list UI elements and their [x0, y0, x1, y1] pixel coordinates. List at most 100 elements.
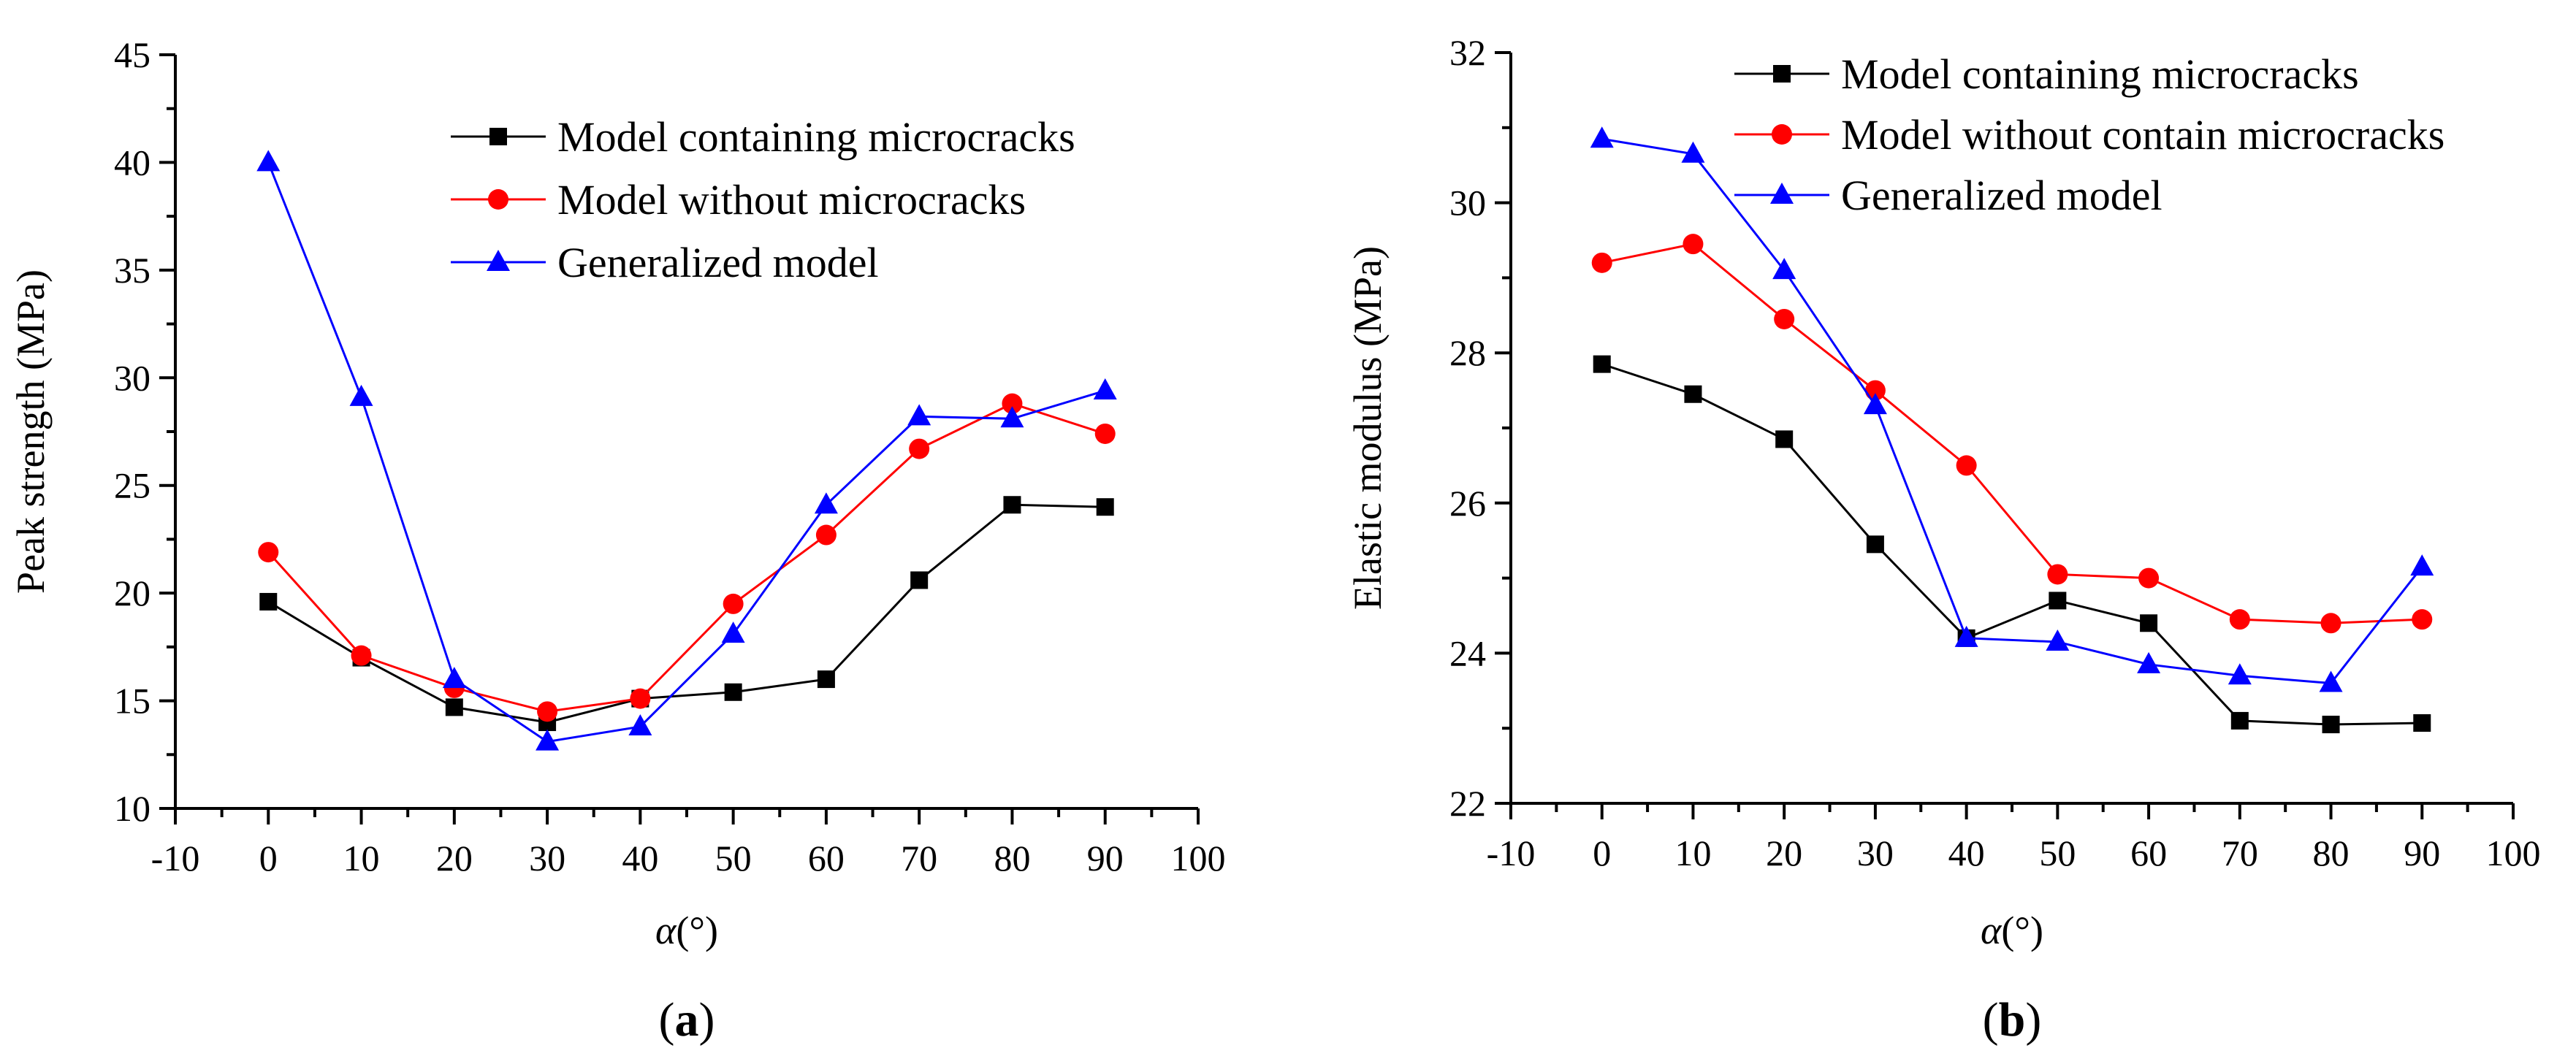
series-line: [267, 402, 1106, 713]
legend-label: Model without microcracks: [557, 176, 1026, 223]
x-tick-label: 0: [259, 838, 278, 879]
data-point: [1096, 498, 1114, 516]
y-tick-label: 24: [1449, 632, 1486, 673]
y-tick-label: 30: [1449, 183, 1486, 223]
data-point: [2047, 564, 2068, 585]
data-point: [1863, 393, 1887, 415]
data-point: [2320, 613, 2341, 634]
data-point: [1002, 393, 1023, 414]
x-axis-symbol: α: [655, 908, 677, 952]
data-point: [536, 729, 560, 751]
chart-panel-a: -10 0 10 20 30 40 50 60 70 80 90 100 10 15 20 25 30 35 40 4…: [9, 34, 1226, 1047]
x-tick-label: 60: [2130, 833, 2167, 873]
panel-label-letter: b: [1999, 993, 2026, 1047]
x-tick-label: 30: [529, 838, 565, 879]
legend-marker: [488, 189, 508, 210]
data-point: [349, 384, 373, 406]
x-tick-label: 10: [343, 838, 380, 879]
x-axis-title: α(°): [1981, 908, 2043, 952]
y-tick-label: 30: [114, 357, 150, 398]
data-point: [2230, 711, 2249, 730]
legend-entry: Model containing microcracks: [451, 113, 1075, 161]
x-tick-label: 40: [622, 838, 658, 879]
data-point: [442, 667, 466, 689]
data-point: [2322, 716, 2340, 734]
y-axis-title: Peak strength (MPa): [9, 269, 53, 594]
data-point: [2410, 554, 2434, 576]
legend-marker: [1770, 183, 1794, 204]
legend-label: Model without contain microcracks: [1841, 111, 2444, 158]
data-point: [628, 713, 652, 735]
x-tick-label: 60: [808, 838, 845, 879]
legend-marker: [489, 128, 507, 145]
data-point: [259, 592, 278, 611]
x-axis-unit: (°): [2001, 908, 2043, 952]
data-point: [2319, 670, 2343, 692]
data-point: [1000, 406, 1024, 428]
x-tick-label: -10: [151, 838, 200, 879]
panel-label: (b): [1983, 993, 2042, 1047]
x-tick-label: 10: [1674, 833, 1711, 873]
x-tick-label: 0: [1593, 833, 1611, 873]
legend-label: Model containing microcracks: [1841, 50, 2359, 98]
data-point: [1094, 423, 1116, 444]
data-point: [2137, 651, 2161, 673]
data-point: [909, 438, 930, 459]
data-point: [445, 698, 463, 716]
y-tick-label: 35: [114, 250, 150, 291]
x-tick-label: 80: [2313, 833, 2350, 873]
y-tick-label: 15: [114, 681, 150, 722]
y-tick-label: 26: [1449, 483, 1486, 524]
legend-entry: Generalized model: [1734, 172, 2162, 219]
data-point: [2228, 663, 2252, 685]
x-axis-title: α(°): [655, 908, 718, 952]
x-axis-unit: (°): [676, 908, 718, 952]
x-tick-label: 90: [1087, 838, 1124, 879]
x-tick-label: 40: [1948, 833, 1985, 873]
data-point: [258, 542, 279, 563]
x-tick-label: 70: [2222, 833, 2258, 873]
data-point: [2413, 714, 2431, 732]
x-tick-label: 30: [1857, 833, 1894, 873]
legend-label: Generalized model: [1841, 172, 2162, 219]
legend-entry: Model without contain microcracks: [1734, 111, 2444, 158]
y-tick-label: 45: [114, 34, 150, 75]
data-point: [2049, 592, 2067, 610]
y-tick-label: 10: [114, 788, 150, 829]
x-tick-label: 50: [715, 838, 752, 879]
data-point: [2229, 609, 2250, 630]
x-tick-label: 100: [1171, 838, 1226, 879]
data-point: [910, 571, 929, 589]
data-point: [1593, 355, 1611, 373]
panel-label-open: (: [659, 993, 675, 1047]
x-axis-symbol: α: [1981, 908, 2003, 952]
series-line: [1601, 363, 2423, 726]
series-line: [267, 503, 1105, 724]
data-point: [1866, 535, 1884, 554]
data-point: [351, 645, 372, 666]
x-tick-label: 20: [1766, 833, 1802, 873]
data-point: [814, 492, 838, 514]
data-point: [1774, 308, 1795, 329]
legend-marker: [1772, 124, 1792, 145]
x-tick-label: 90: [2404, 833, 2440, 873]
legend-entry: Generalized model: [451, 239, 879, 286]
data-point: [2140, 614, 2158, 632]
data-point: [1683, 234, 1704, 255]
legend-marker: [487, 250, 510, 271]
series-line: [1601, 242, 2423, 624]
data-point: [537, 701, 558, 722]
data-point: [1681, 141, 1705, 163]
data-point: [1591, 252, 1612, 273]
legend-entry: Model containing microcracks: [1734, 50, 2359, 98]
data-point: [2138, 567, 2160, 589]
x-tick-label: 70: [901, 838, 937, 879]
data-point: [1684, 385, 1702, 403]
data-point: [256, 150, 281, 172]
y-tick-label: 25: [114, 465, 150, 506]
data-point: [721, 621, 745, 643]
panel-label: (a): [659, 993, 715, 1047]
data-point: [2046, 629, 2070, 651]
data-point: [630, 688, 651, 709]
